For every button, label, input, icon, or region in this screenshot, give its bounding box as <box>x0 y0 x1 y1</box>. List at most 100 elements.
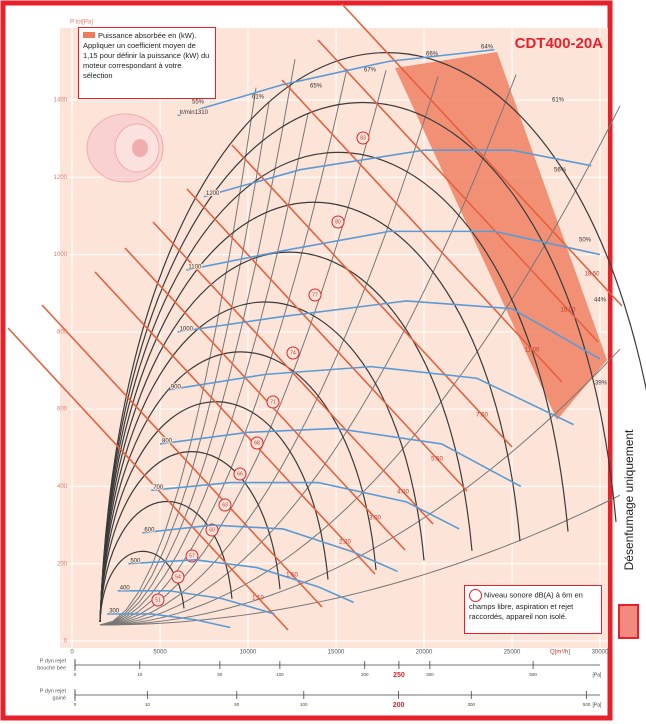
noise-label: 80 <box>335 219 341 225</box>
fan-icon <box>86 113 164 183</box>
power-label: 3.00 <box>369 516 381 522</box>
power-label: 5.50 <box>431 457 443 463</box>
scale-tick-label: 50 <box>217 672 223 677</box>
rpm-label: 1000 <box>180 326 194 332</box>
power-line <box>124 247 406 551</box>
scale-tick-label: 200 <box>393 702 405 709</box>
noise-marker <box>250 436 264 450</box>
scale-tick-label: 500 <box>583 702 591 707</box>
system-curve <box>99 105 621 626</box>
noise-marker <box>308 288 322 302</box>
scale-label: P dyn rejet <box>40 658 67 664</box>
efficiency-label: 44% <box>594 298 607 304</box>
side-swatch <box>618 604 639 639</box>
noise-marker <box>356 131 370 145</box>
efficiency-curve <box>99 500 233 623</box>
power-label: 7.50 <box>476 413 488 419</box>
noise-marker <box>233 467 247 481</box>
y-tick-label: 1400 <box>54 98 68 104</box>
noise-label: 66 <box>237 471 243 477</box>
efficiency-curve <box>99 451 281 623</box>
scale-tick-label: 0 <box>74 702 77 707</box>
rpm-label: 900 <box>171 384 182 390</box>
noise-marker <box>171 570 185 584</box>
rpm-curve <box>203 149 592 198</box>
y-tick-label: 800 <box>57 329 68 335</box>
power-label: 1.50 <box>286 573 298 579</box>
rpm-label: 800 <box>162 438 173 444</box>
scale-tick-label: 100 <box>276 672 284 677</box>
noise-note-text: Niveau sonore dB(A) à 6m en champs libre… <box>469 590 583 621</box>
scale-unit: [Pa] <box>593 672 603 678</box>
rpm-curve <box>159 427 522 488</box>
efficiency-curve <box>99 301 425 623</box>
efficiency-label: 61% <box>552 98 565 104</box>
y-tick-label: 1000 <box>54 252 68 258</box>
power-note-text: Puissance absorbée en (kW). Appliquer un… <box>83 31 210 80</box>
noise-label: 83 <box>360 135 366 141</box>
efficiency-curve <box>99 201 521 623</box>
power-line <box>231 144 513 448</box>
rpm-label: 700 <box>153 485 164 491</box>
x-tick-label: 15000 <box>328 650 345 656</box>
rpm-curve <box>177 300 601 360</box>
noise-label: 68 <box>254 440 260 446</box>
noise-label: 57 <box>189 553 195 559</box>
rpm-label: 1200 <box>206 191 220 197</box>
y-tick-label: 200 <box>57 561 68 567</box>
power-line <box>94 271 376 575</box>
noise-marker <box>205 523 219 537</box>
scale-label: gainé <box>53 695 66 701</box>
efficiency-curve <box>99 101 617 623</box>
efficiency-label: 55% <box>192 100 205 106</box>
x-tick-label: 20000 <box>416 650 433 656</box>
noise-label: 74 <box>290 350 296 356</box>
system-curve <box>99 102 270 626</box>
power-label: 2.20 <box>339 540 351 546</box>
noise-marker <box>185 549 199 563</box>
side-label: Désenfumage uniquement <box>622 429 636 570</box>
y-tick-label: 1200 <box>54 175 68 181</box>
system-curve <box>99 113 309 626</box>
system-curve <box>99 68 348 626</box>
scale-unit: [Pa] <box>593 702 603 708</box>
scale-tick-label: 500 <box>529 672 537 677</box>
y-tick-label: 600 <box>57 407 68 413</box>
rpm-curve <box>142 524 398 573</box>
system-curve <box>99 494 621 626</box>
rpm-curve <box>177 48 495 117</box>
power-label: 11.00 <box>525 348 540 354</box>
rpm-label: 600 <box>144 527 155 533</box>
scale-tick-label: 0 <box>74 672 77 677</box>
scale-tick-label: 250 <box>393 672 405 679</box>
noise-label: 77 <box>312 292 318 298</box>
noise-marker <box>331 215 345 229</box>
system-curve <box>99 76 439 626</box>
efficiency-curve <box>99 251 473 623</box>
scale-tick-label: 100 <box>300 702 308 707</box>
scale-tick-label: 10 <box>145 702 151 707</box>
noise-label: 51 <box>155 597 161 603</box>
efficiency-label: 67% <box>364 68 377 74</box>
efficiency-label: 65% <box>310 84 323 90</box>
efficiency-label: 64% <box>481 45 494 51</box>
power-label: 15.00 <box>560 308 576 314</box>
rpm-label: 1100 <box>188 265 202 271</box>
rpm-curve <box>151 481 460 530</box>
system-curve <box>99 87 257 626</box>
smoke-zone <box>395 52 607 420</box>
y-tick-label: 400 <box>57 484 68 490</box>
system-curve <box>99 348 621 626</box>
noise-label: 71 <box>270 399 276 405</box>
system-curve <box>99 59 296 626</box>
y-axis-label: P tot[Pa] <box>70 20 93 26</box>
efficiency-curve <box>99 151 569 623</box>
power-line <box>317 39 599 343</box>
scale-tick-label: 300 <box>468 702 476 707</box>
scale-label: P dyn rejet <box>40 688 67 694</box>
x-tick-label: 30000 <box>592 650 609 656</box>
noise-label: 63 <box>222 502 228 508</box>
noise-note: Niveau sonore dB(A) à 6m en champs libre… <box>464 585 602 634</box>
efficiency-label: 50% <box>579 238 592 244</box>
